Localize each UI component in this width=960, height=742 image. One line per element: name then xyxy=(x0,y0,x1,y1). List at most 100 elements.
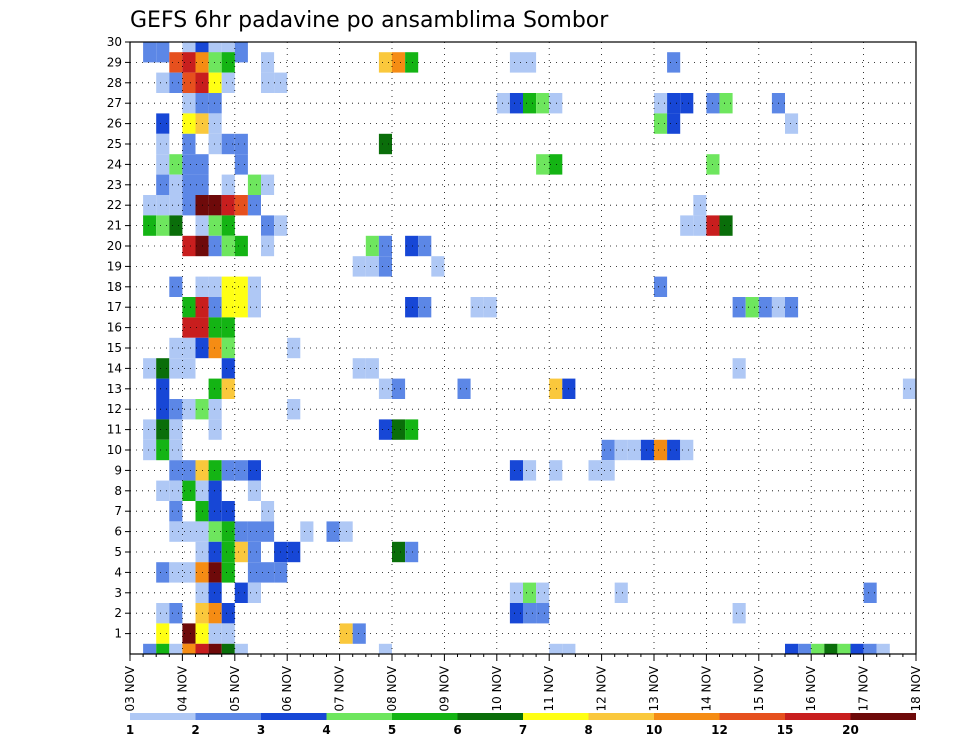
y-tick-label: 12 xyxy=(107,402,122,416)
x-tick-label: 07 NOV xyxy=(333,665,347,711)
y-tick-label: 22 xyxy=(107,198,122,212)
colorbar-swatch xyxy=(195,713,261,720)
heatmap-cell xyxy=(732,358,746,379)
heatmap-cell xyxy=(247,541,261,563)
heatmap-cell xyxy=(221,297,235,318)
heatmap-cell xyxy=(509,52,523,73)
colorbar-swatch xyxy=(457,713,523,720)
heatmap-cell xyxy=(156,603,170,624)
heatmap-cell xyxy=(549,643,563,654)
heatmap-cell xyxy=(169,603,183,624)
heatmap-cell xyxy=(719,215,733,236)
heatmap-cell xyxy=(221,541,235,563)
heatmap-cell xyxy=(156,419,170,440)
heatmap-cell xyxy=(785,113,799,134)
heatmap-cell xyxy=(208,276,222,297)
heatmap-cell xyxy=(378,419,392,440)
heatmap-cell xyxy=(156,643,170,654)
heatmap-cell xyxy=(562,643,576,654)
y-tick-label: 26 xyxy=(107,117,122,131)
y-tick-label: 2 xyxy=(114,606,122,620)
colorbar-label: 2 xyxy=(191,723,199,737)
heatmap-cell xyxy=(234,643,248,654)
heatmap-cell xyxy=(431,256,445,277)
heatmap-cell xyxy=(208,419,222,440)
heatmap-cell xyxy=(536,154,550,175)
heatmap-cell xyxy=(247,195,261,216)
heatmap-cell xyxy=(496,93,510,114)
heatmap-cell xyxy=(405,419,419,440)
x-axis: 03 NOV 04 NOV 05 NOV 06 NOV 07 NOV 08 NOV 09 N… xyxy=(123,654,923,712)
heatmap-cell xyxy=(601,439,615,461)
x-tick-label: 06 NOV xyxy=(280,665,294,711)
heatmap-cell xyxy=(902,378,916,399)
colorbar-label: 7 xyxy=(519,723,527,737)
heatmap-cell xyxy=(667,113,681,134)
heatmap-cell xyxy=(169,276,183,297)
heatmap-cell xyxy=(247,562,261,583)
heatmap-cell xyxy=(182,623,196,644)
heatmap-cell xyxy=(785,297,799,318)
heatmap-cell xyxy=(234,154,248,175)
heatmap-cell xyxy=(405,235,419,257)
y-tick-label: 11 xyxy=(107,423,122,437)
heatmap-cell xyxy=(693,215,707,236)
y-tick-label: 9 xyxy=(114,463,122,477)
heatmap-cell xyxy=(208,235,222,257)
x-tick-label: 04 NOV xyxy=(175,665,189,711)
heatmap-cell xyxy=(143,42,157,63)
heatmap-cell xyxy=(365,235,379,257)
colorbar-swatch xyxy=(130,713,196,720)
heatmap-cell xyxy=(745,297,759,318)
heatmap-cell xyxy=(208,541,222,563)
heatmap-cell xyxy=(169,643,183,654)
heatmap-cell xyxy=(470,297,484,318)
y-tick-label: 23 xyxy=(107,178,122,192)
heatmap-cell xyxy=(247,297,261,318)
y-tick-label: 7 xyxy=(114,504,122,518)
heatmap-cell xyxy=(143,195,157,216)
heatmap-cell xyxy=(378,378,392,399)
heatmap-cell xyxy=(392,541,406,563)
heatmap-cell xyxy=(378,256,392,277)
heatmap-cell xyxy=(156,378,170,399)
heatmap-cell xyxy=(261,215,275,236)
heatmap-cell xyxy=(221,603,235,624)
heatmap-cell xyxy=(182,358,196,379)
colorbar-swatch xyxy=(523,713,589,720)
y-tick-label: 14 xyxy=(107,361,122,375)
heatmap-cell xyxy=(667,93,681,114)
heatmap-cell xyxy=(378,133,392,155)
heatmap-cell xyxy=(169,439,183,461)
heatmap-cell xyxy=(523,603,537,624)
heatmap-cell xyxy=(182,72,196,93)
heatmap-cell xyxy=(221,276,235,297)
heatmap-cell xyxy=(208,643,222,654)
heatmap-cell xyxy=(457,378,471,399)
heatmap-cell xyxy=(208,195,222,216)
y-tick-label: 18 xyxy=(107,280,122,294)
heatmap-cell xyxy=(221,215,235,236)
y-tick-label: 20 xyxy=(107,239,122,253)
heatmap-cell xyxy=(208,582,222,603)
heatmap-cell xyxy=(156,195,170,216)
heatmap-cell xyxy=(811,643,825,654)
heatmap-cell xyxy=(640,439,654,461)
heatmap-cell xyxy=(261,501,275,522)
y-axis: 1234567891011121314151617181920212223242… xyxy=(107,35,130,641)
heatmap-cell xyxy=(221,317,235,338)
colorbar-swatch xyxy=(392,713,458,720)
heatmap-cell xyxy=(680,439,694,461)
heatmap-cell xyxy=(536,603,550,624)
colorbar-label: 1 xyxy=(126,723,134,737)
colorbar: 1 2 3 4 5 6 7 8 10 12 15 20 xyxy=(126,713,916,737)
heatmap-cell xyxy=(261,174,275,195)
heatmap-cell xyxy=(208,317,222,338)
heatmap-cell xyxy=(221,460,235,481)
plot-frame xyxy=(129,41,917,655)
colorbar-label: 8 xyxy=(584,723,592,737)
heatmap-cell xyxy=(169,154,183,175)
heatmap-cell xyxy=(732,603,746,624)
heatmap-cell xyxy=(156,562,170,583)
